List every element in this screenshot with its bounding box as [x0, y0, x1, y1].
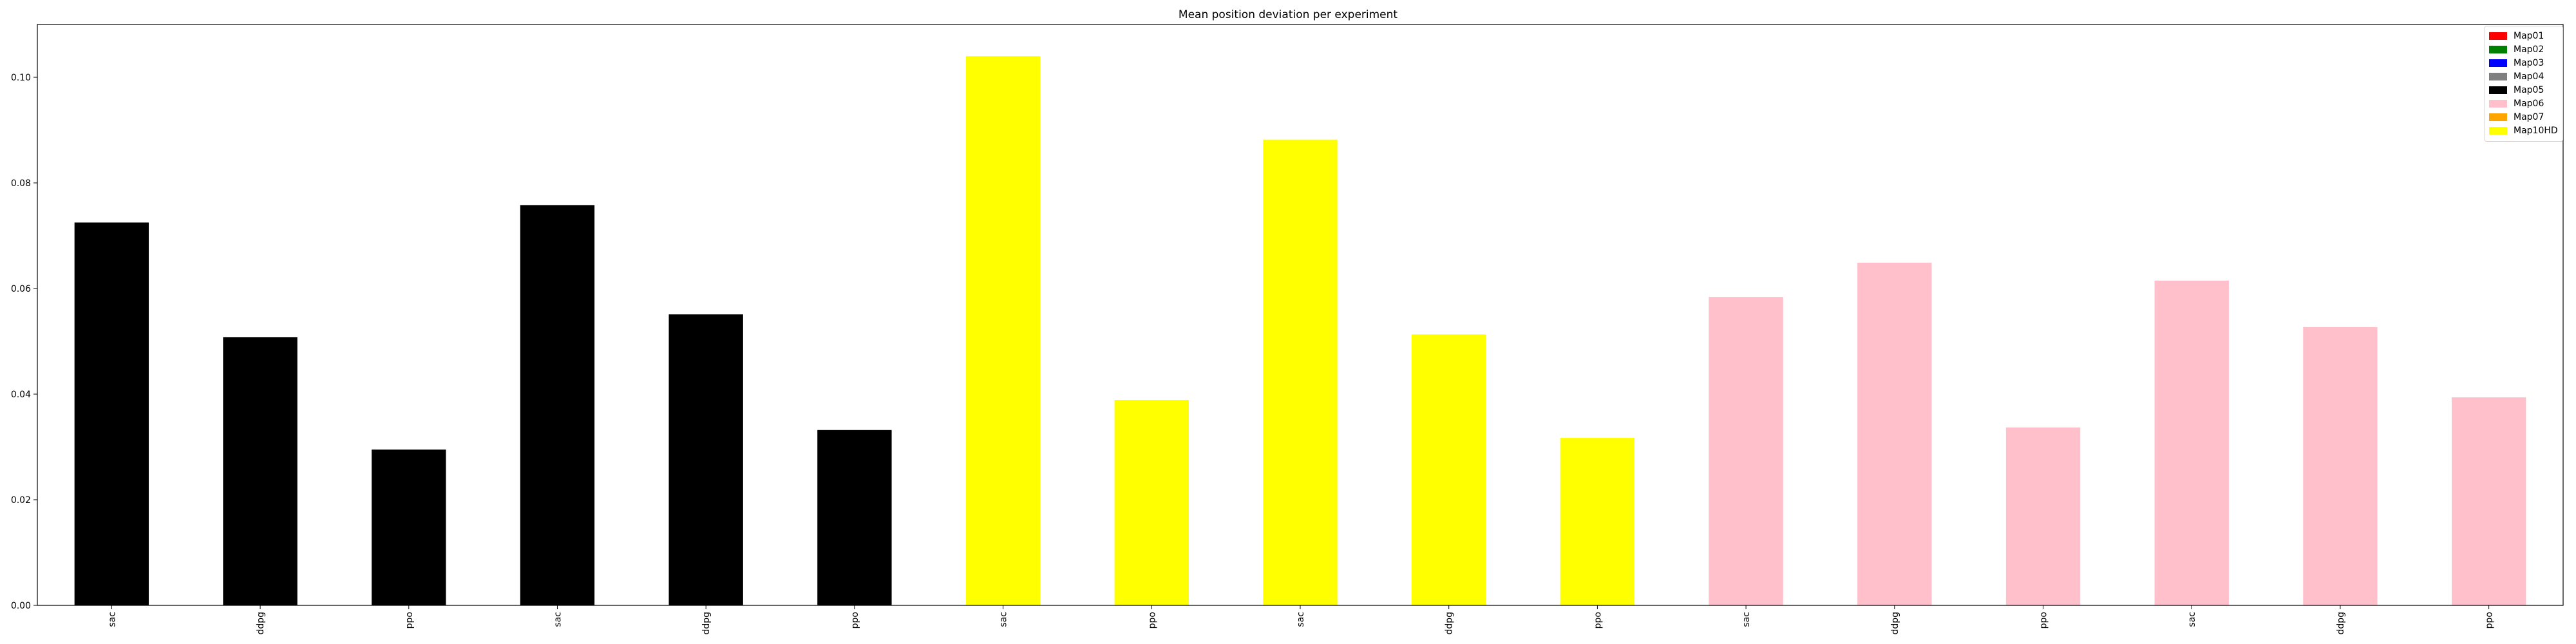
x-tick-label: sac [1741, 612, 1752, 627]
y-axis: 0.00 0.02 0.04 0.06 0.08 0.10 [11, 73, 37, 611]
bar [1263, 139, 1338, 605]
x-tick-label: sac [553, 612, 563, 627]
legend: Map01 Map02 Map03 Map04 Map05 Map06 Map07 Map10… [2485, 26, 2563, 142]
x-tick-label: sac [999, 612, 1009, 627]
legend-label: Map01 [2514, 31, 2544, 41]
bar [2451, 397, 2526, 605]
x-tick-label: sac [1296, 612, 1306, 627]
bar [2303, 327, 2378, 605]
legend-swatch [2489, 100, 2507, 108]
x-axis: sac ddpg ppo sac ddpg ppo sac ppo sac ddpg ppo sac d… [107, 605, 2495, 635]
bars [74, 56, 2526, 605]
x-tick-label: ddpg [2336, 612, 2346, 635]
legend-label: Map02 [2514, 44, 2544, 55]
y-tick-label: 0.10 [11, 73, 31, 83]
bar [1114, 400, 1189, 605]
bar [1857, 262, 1932, 605]
legend-label: Map05 [2514, 85, 2544, 95]
legend-label: Map06 [2514, 99, 2544, 109]
legend-label: Map07 [2514, 112, 2544, 122]
y-tick-label: 0.00 [11, 601, 31, 611]
legend-label: Map10HD [2514, 126, 2558, 136]
x-tick-label: ddpg [1890, 612, 1900, 635]
bar [1412, 334, 1486, 605]
legend-item: Map10HD [2489, 125, 2558, 137]
legend-swatch [2489, 127, 2507, 135]
legend-swatch [2489, 46, 2507, 53]
legend-swatch [2489, 32, 2507, 40]
legend-item: Map06 [2489, 98, 2544, 109]
legend-label: Map04 [2514, 71, 2544, 82]
bar [74, 222, 149, 605]
legend-swatch [2489, 86, 2507, 94]
y-tick-label: 0.04 [11, 390, 31, 400]
legend-item: Map07 [2489, 111, 2544, 123]
legend-item: Map02 [2489, 44, 2544, 55]
bar [1709, 297, 1783, 605]
legend-label: Map03 [2514, 58, 2544, 68]
legend-swatch [2489, 59, 2507, 67]
bar [2005, 427, 2081, 605]
y-tick-label: 0.02 [11, 495, 31, 506]
y-tick-label: 0.08 [11, 178, 31, 189]
x-tick-label: ddpg [1444, 612, 1455, 635]
bar [817, 430, 892, 605]
plot-frame [37, 24, 2564, 606]
legend-item: Map05 [2489, 84, 2544, 96]
x-tick-label: ppo [2039, 612, 2049, 629]
legend-swatch [2489, 73, 2507, 80]
bar [668, 314, 743, 605]
y-tick-label: 0.06 [11, 284, 31, 294]
x-tick-label: ddpg [256, 612, 266, 635]
x-tick-label: ppo [1593, 612, 1603, 629]
bar [1560, 438, 1635, 605]
legend-item: Map03 [2489, 57, 2544, 69]
x-tick-label: ppo [2485, 612, 2495, 629]
bar [372, 450, 446, 605]
legend-swatch [2489, 113, 2507, 121]
bar [965, 56, 1041, 605]
bar [520, 205, 595, 605]
bar [2154, 280, 2229, 605]
x-tick-label: sac [107, 612, 117, 627]
x-tick-label: ddpg [701, 612, 712, 635]
x-tick-label: ppo [404, 612, 415, 629]
x-tick-label: ppo [850, 612, 860, 629]
legend-item: Map01 [2489, 30, 2544, 42]
x-tick-label: sac [2187, 612, 2197, 627]
legend-item: Map04 [2489, 71, 2544, 82]
x-tick-label: ppo [1147, 612, 1157, 629]
chart-title: Mean position deviation per experiment [1179, 8, 1398, 21]
bar [223, 337, 298, 605]
